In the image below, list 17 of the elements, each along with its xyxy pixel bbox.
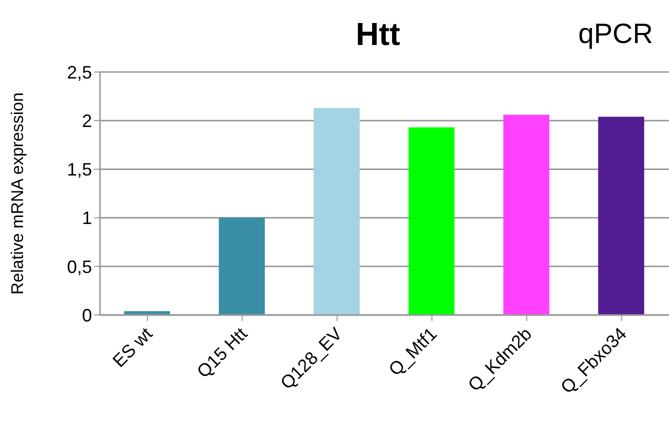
y-tick-label: 0,5 (66, 256, 92, 277)
y-tick-label: 1 (82, 208, 92, 228)
y-tick-label: 1,5 (66, 160, 92, 180)
bar (503, 114, 550, 315)
x-tick-label: ES wt (108, 324, 156, 372)
y-axis-title: Relative mRNA expression (8, 92, 28, 295)
bar (408, 127, 454, 315)
x-tick-label: Q15 Htt (193, 324, 252, 382)
y-tick-label: 2,5 (66, 62, 92, 82)
text: qPCR (578, 18, 653, 50)
bar (124, 311, 170, 315)
chart-title: Htt (354, 16, 402, 53)
bar (218, 218, 265, 315)
bar (314, 108, 360, 315)
bar (598, 116, 644, 315)
y-tick-label: 2 (82, 110, 92, 131)
y-tick-label: 0 (82, 305, 92, 326)
